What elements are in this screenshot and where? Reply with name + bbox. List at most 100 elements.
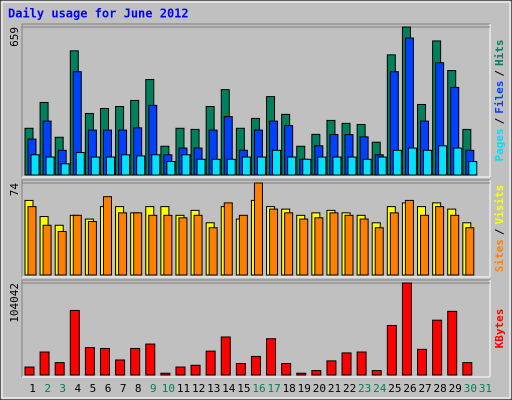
bar	[148, 214, 158, 276]
bar	[432, 319, 443, 376]
bar	[299, 218, 309, 276]
bar	[220, 336, 231, 376]
y-tick-label: 104042	[8, 283, 21, 323]
bar	[99, 347, 110, 376]
x-tick-label: 20	[313, 382, 326, 395]
x-tick-label: 10	[162, 382, 175, 395]
bar	[72, 214, 82, 276]
x-tick-label: 7	[120, 382, 127, 395]
x-tick-label: 28	[434, 382, 447, 395]
bar	[317, 156, 327, 176]
bar	[423, 149, 433, 176]
bar	[311, 370, 322, 376]
bar	[359, 218, 369, 276]
legend-entry: Sites	[493, 239, 506, 272]
bar	[356, 351, 367, 376]
x-tick-label: 11	[177, 382, 190, 395]
x-tick-label: 8	[135, 382, 142, 395]
bar	[269, 208, 279, 276]
x-tick-label: 31	[479, 382, 492, 395]
y-tick-label: 659	[8, 27, 21, 47]
bar	[118, 212, 128, 276]
bar	[181, 154, 191, 176]
bar	[145, 343, 156, 376]
bar	[250, 355, 261, 376]
x-tick-label: 12	[192, 382, 205, 395]
bar	[386, 324, 397, 376]
bar	[84, 347, 95, 376]
bar	[453, 147, 463, 176]
bar	[39, 351, 50, 376]
x-tick-label: 4	[75, 382, 82, 395]
bar	[235, 363, 246, 376]
bar	[272, 149, 282, 176]
y-tick-label: 74	[8, 183, 21, 197]
legend-separator: /	[493, 228, 506, 235]
bar	[362, 158, 372, 176]
x-tick-label: 15	[237, 382, 250, 395]
bar	[223, 202, 233, 276]
bar	[166, 161, 176, 176]
bar	[205, 350, 216, 376]
bar	[75, 152, 85, 176]
bar	[302, 158, 312, 176]
bar	[332, 156, 342, 176]
bar	[256, 156, 266, 176]
bar	[284, 212, 294, 276]
bar	[420, 214, 430, 276]
bar	[401, 282, 412, 376]
bar	[193, 214, 203, 276]
legend-entry: KBytes	[493, 309, 506, 349]
bar	[296, 372, 307, 376]
x-tick-label: 2	[44, 382, 51, 395]
bar	[281, 363, 292, 376]
bar	[211, 158, 221, 176]
bar	[417, 348, 428, 376]
x-tick-label: 3	[59, 382, 66, 395]
bar	[60, 163, 70, 176]
bar	[54, 362, 65, 376]
bar	[407, 147, 417, 176]
x-tick-label: 17	[267, 382, 280, 395]
x-tick-label: 25	[388, 382, 401, 395]
x-tick-label: 27	[418, 382, 431, 395]
bar	[57, 230, 67, 276]
bar	[151, 154, 161, 176]
x-tick-label: 23	[358, 382, 371, 395]
legend-separator: /	[493, 117, 506, 124]
bar	[344, 214, 354, 276]
x-tick-label: 16	[252, 382, 265, 395]
bar	[238, 214, 248, 276]
x-tick-label: 18	[283, 382, 296, 395]
legend: Pages / Files / Hits	[493, 40, 506, 162]
bar	[69, 309, 80, 376]
bar	[341, 352, 352, 376]
bar	[160, 372, 171, 376]
bar	[190, 364, 201, 376]
bar	[24, 366, 35, 376]
legend: KBytes	[493, 309, 506, 349]
x-tick-label: 1	[29, 382, 36, 395]
bar	[121, 154, 131, 176]
x-tick-label: 26	[403, 382, 416, 395]
bar	[326, 360, 337, 376]
bar	[136, 155, 146, 176]
bar	[253, 182, 263, 276]
bar	[314, 217, 324, 276]
legend-entry: Files	[493, 81, 506, 114]
bar	[30, 154, 40, 176]
bar	[133, 212, 143, 276]
bar	[226, 158, 236, 176]
bar	[404, 199, 414, 276]
bar	[450, 214, 460, 276]
x-tick-label: 5	[90, 382, 97, 395]
bar	[438, 145, 448, 176]
bar	[27, 206, 37, 276]
bar	[175, 366, 186, 376]
bar	[329, 212, 339, 276]
bar	[196, 158, 206, 176]
legend-entry: Visits	[493, 185, 506, 225]
bar	[389, 212, 399, 276]
bar	[208, 227, 218, 276]
